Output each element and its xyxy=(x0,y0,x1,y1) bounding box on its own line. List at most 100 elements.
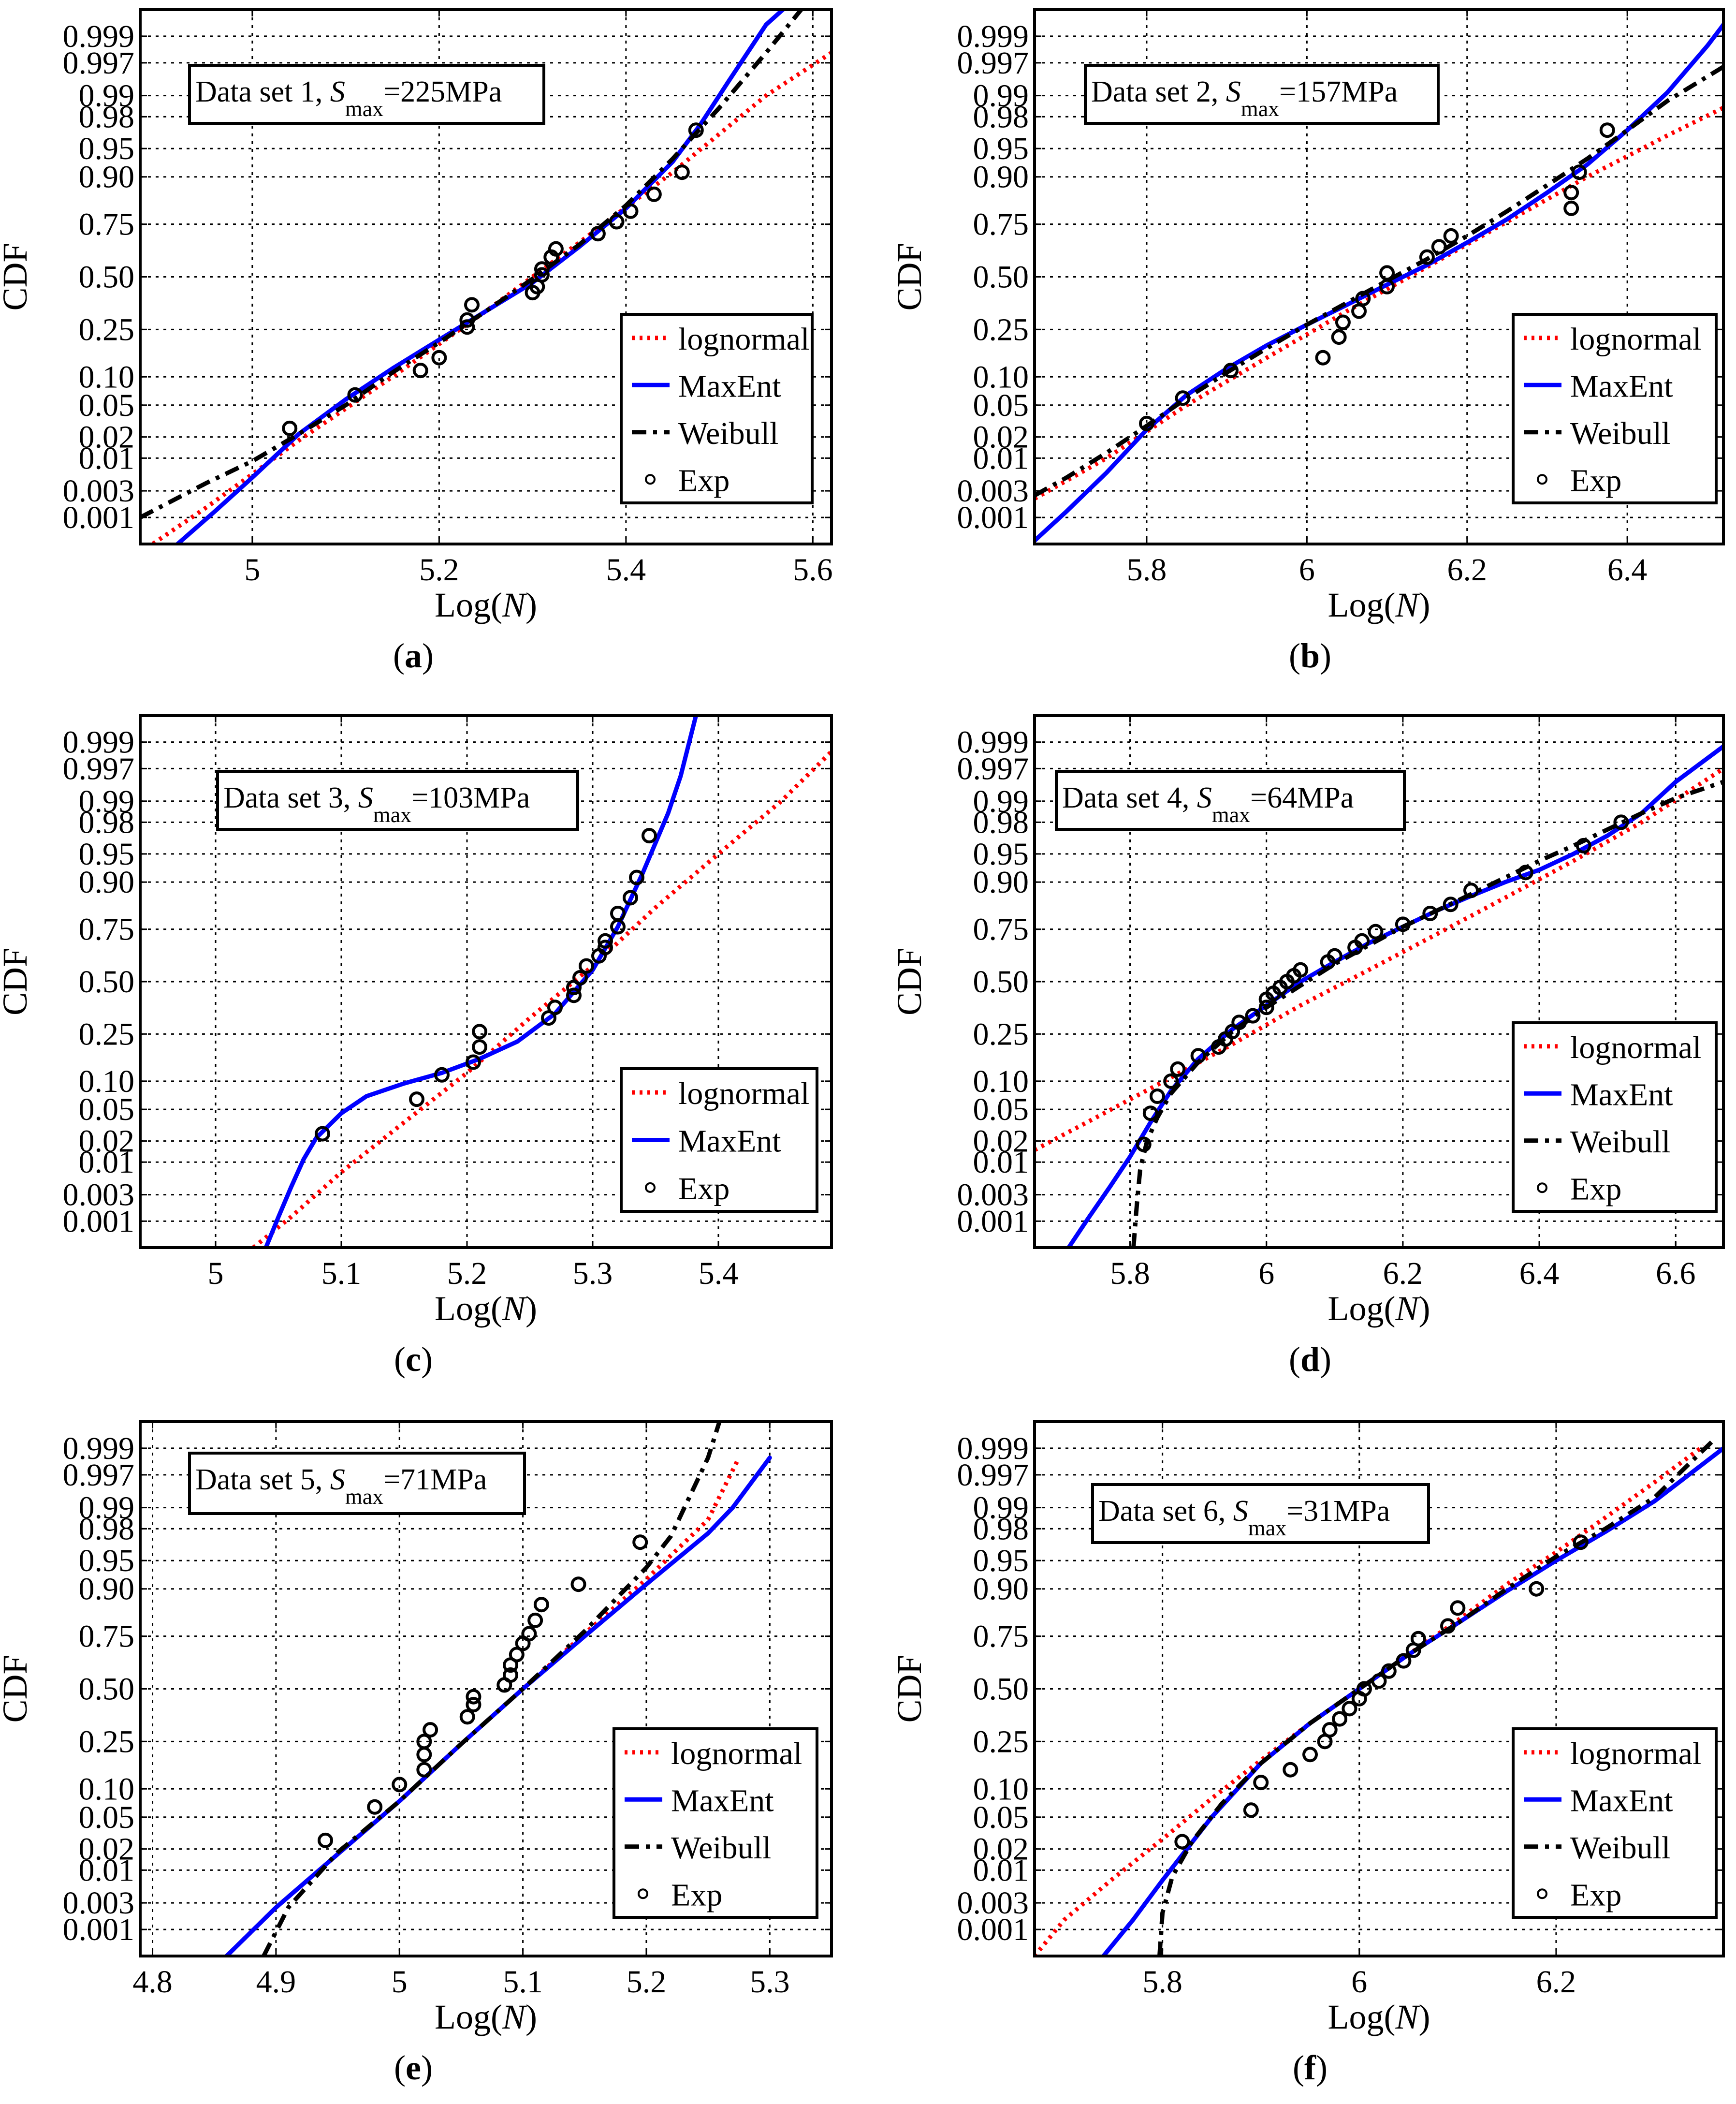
exp-point xyxy=(1283,1762,1298,1778)
y-tick-label: 0.001 xyxy=(957,1204,1029,1239)
x-tick-label: 5.6 xyxy=(793,552,833,588)
exp-point xyxy=(466,1054,481,1070)
exp-point xyxy=(1354,933,1370,949)
exp-point xyxy=(1142,1105,1158,1121)
panel-caption: (c) xyxy=(394,1340,433,1379)
exp-point xyxy=(1258,1000,1274,1015)
legend-label-weibull: Weibull xyxy=(671,1830,771,1866)
title-box xyxy=(188,1452,526,1515)
title-suffix: =64MPa xyxy=(1250,781,1354,814)
series-line-maxent xyxy=(263,716,699,1248)
y-tick-label: 0.05 xyxy=(79,1800,135,1835)
y-tick-label: 0.05 xyxy=(79,388,135,423)
x-tick-label: 6.4 xyxy=(1607,552,1648,588)
title-box xyxy=(1091,1483,1430,1544)
exp-point xyxy=(674,164,690,180)
y-tick-label: 0.98 xyxy=(79,1511,135,1546)
title-s: S xyxy=(1197,781,1212,814)
exp-point xyxy=(688,122,704,138)
exp-point xyxy=(1613,814,1629,830)
exp-point xyxy=(1293,962,1309,978)
title-prefix: Data set 1, xyxy=(195,75,330,108)
axes-box xyxy=(139,8,833,545)
legend-label-maxent: MaxEnt xyxy=(678,1124,781,1159)
title-suffix: =103MPa xyxy=(411,781,530,814)
exp-point xyxy=(1368,924,1384,940)
chart-title: Data set 2, Smax=157MPa xyxy=(1091,75,1398,121)
legend-marker-exp xyxy=(645,1182,656,1193)
legend-label-exp: Exp xyxy=(1570,1171,1621,1206)
series-line-lognormal xyxy=(1035,105,1723,501)
y-tick-label: 0.25 xyxy=(973,312,1029,347)
exp-point xyxy=(566,987,582,1003)
series-group xyxy=(1035,744,1723,1248)
y-tick-label: 0.98 xyxy=(973,805,1029,840)
y-tick-label: 0.90 xyxy=(79,160,135,195)
caption-paren: ( xyxy=(394,2048,406,2087)
y-tick-label: 0.98 xyxy=(79,99,135,134)
y-tick-label: 0.001 xyxy=(63,1204,135,1239)
exp-point xyxy=(610,905,626,921)
title-prefix: Data set 3, xyxy=(223,781,358,814)
y-tick-label: 0.75 xyxy=(973,1619,1029,1654)
y-tick-label: 0.10 xyxy=(973,1771,1029,1807)
exp-point xyxy=(1599,122,1615,138)
exp-point xyxy=(1563,200,1579,216)
exp-point xyxy=(347,387,363,403)
exp-point xyxy=(629,869,644,885)
x-axis-label-part: N xyxy=(502,1998,527,2036)
chart-title: Data set 4, Smax=64MPa xyxy=(1062,781,1354,827)
x-axis-label: Log(N) xyxy=(1328,586,1430,624)
title-sub: max xyxy=(1212,802,1250,827)
y-tick-label: 0.01 xyxy=(79,1853,135,1888)
exp-point xyxy=(1327,948,1342,964)
series-line-lognormal xyxy=(1035,766,1723,1152)
series-line-lognormal xyxy=(252,750,832,1248)
exp-point xyxy=(623,203,639,219)
exp-point xyxy=(416,1734,432,1750)
exp-point xyxy=(598,940,613,956)
exp-point xyxy=(1322,1722,1338,1738)
panel-caption: (e) xyxy=(394,2048,433,2087)
exp-point xyxy=(1231,1015,1247,1030)
x-tick-label: 5.4 xyxy=(606,552,646,588)
exp-point xyxy=(521,1626,537,1642)
exp-point xyxy=(1395,916,1411,932)
title-box xyxy=(1055,770,1406,831)
exp-point xyxy=(509,1647,525,1663)
y-tick-label: 0.02 xyxy=(973,1832,1029,1867)
x-axis-label-part: N xyxy=(502,1289,527,1328)
y-tick-label: 0.05 xyxy=(973,1092,1029,1127)
legend-label-maxent: MaxEnt xyxy=(678,368,781,404)
caption-paren: ) xyxy=(421,1340,433,1379)
x-tick-label: 6.2 xyxy=(1447,552,1488,588)
y-tick-label: 0.997 xyxy=(63,45,135,81)
y-tick-label: 0.75 xyxy=(79,912,135,947)
y-tick-label: 0.003 xyxy=(63,473,135,509)
x-tick-label: 5 xyxy=(392,1964,408,2000)
exp-point xyxy=(1573,1534,1589,1550)
y-axis-label: CDF xyxy=(890,948,929,1015)
y-axis-label: CDF xyxy=(890,243,929,310)
exp-point xyxy=(367,1799,383,1815)
y-tick-label: 0.999 xyxy=(63,725,135,760)
y-tick-label: 0.001 xyxy=(63,1912,135,1947)
caption-paren: ( xyxy=(1293,2048,1304,2087)
x-axis-label-part: Log( xyxy=(1328,1289,1396,1328)
y-tick-label: 0.98 xyxy=(973,99,1029,134)
panel-caption: (d) xyxy=(1289,1340,1331,1379)
y-tick-label: 0.999 xyxy=(957,19,1029,54)
title-prefix: Data set 4, xyxy=(1062,781,1197,814)
series-group xyxy=(1035,1438,1723,1956)
y-tick-label: 0.997 xyxy=(957,751,1029,786)
series-line-weibull xyxy=(1035,65,1723,498)
y-tick-label: 0.50 xyxy=(973,260,1029,295)
exp-point xyxy=(1245,1008,1261,1024)
exp-point xyxy=(459,312,475,328)
exp-point xyxy=(464,297,480,313)
y-tick-label: 0.90 xyxy=(973,865,1029,900)
y-tick-label: 0.25 xyxy=(79,1016,135,1052)
